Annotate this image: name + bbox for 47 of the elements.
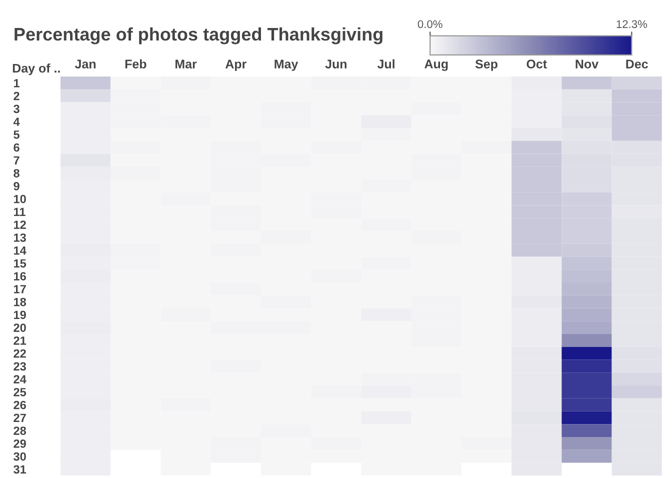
- y-tick-label: 19: [14, 310, 26, 320]
- y-tick-label: 1: [14, 79, 20, 88]
- y-tick-label: 26: [14, 400, 26, 410]
- y-tick-label: 4: [13, 118, 20, 126]
- y-tick-label: 21: [14, 336, 26, 345]
- x-tick-label: Dec: [626, 60, 648, 68]
- x-tick-label: Jan: [74, 60, 96, 68]
- y-tick-label: 23: [14, 362, 26, 371]
- y-tick-label: 20: [14, 324, 26, 332]
- y-tick-label: 17: [14, 285, 26, 294]
- chart-title: Percentage of photos tagged Thanksgiving: [14, 27, 382, 44]
- y-tick-label: 29: [14, 439, 26, 448]
- x-tick-label: Apr: [225, 60, 246, 71]
- y-tick-label: 30: [14, 452, 26, 461]
- y-tick-label: 15: [14, 259, 26, 268]
- y-tick-label: 2: [14, 92, 20, 100]
- y-tick-label: 22: [14, 349, 26, 358]
- y-tick-label: 27: [14, 414, 26, 422]
- x-tick-label: Feb: [125, 59, 146, 68]
- y-tick-label: 7: [14, 156, 20, 164]
- y-tick-label: 3: [14, 104, 20, 114]
- x-tick-label: Jul: [377, 59, 394, 68]
- y-tick-label: 28: [14, 426, 26, 435]
- x-tick-label: Nov: [576, 60, 598, 68]
- y-tick-label: 25: [14, 388, 26, 396]
- y-tick-label: 24: [14, 375, 26, 384]
- y-tick-label: 13: [14, 233, 26, 242]
- y-tick-label: 16: [14, 272, 26, 280]
- y-tick-label: 12: [14, 220, 26, 229]
- x-tick-label: Mar: [176, 60, 197, 68]
- x-tick-label: Aug: [424, 60, 448, 71]
- y-tick-label: 11: [14, 208, 26, 216]
- y-tick-label: 18: [14, 298, 26, 306]
- x-tick-label: Oct: [526, 60, 547, 68]
- y-tick-label: 5: [14, 130, 20, 139]
- y-tick-label: 9: [14, 182, 20, 190]
- y-axis-title: Day of ..: [12, 63, 60, 76]
- x-tick-label: Sep: [475, 60, 498, 71]
- x-tick-label: May: [274, 60, 298, 71]
- y-tick-label: 8: [14, 169, 20, 178]
- color-bar-label: 0.0%: [418, 20, 442, 28]
- y-tick-label: 6: [14, 143, 20, 152]
- x-tick-label: Jun: [325, 60, 346, 68]
- y-tick-label: 14: [14, 246, 26, 255]
- color-bar-label: 12.3%: [616, 20, 648, 28]
- y-tick-label: 31: [14, 465, 26, 474]
- y-tick-label: 10: [14, 194, 26, 204]
